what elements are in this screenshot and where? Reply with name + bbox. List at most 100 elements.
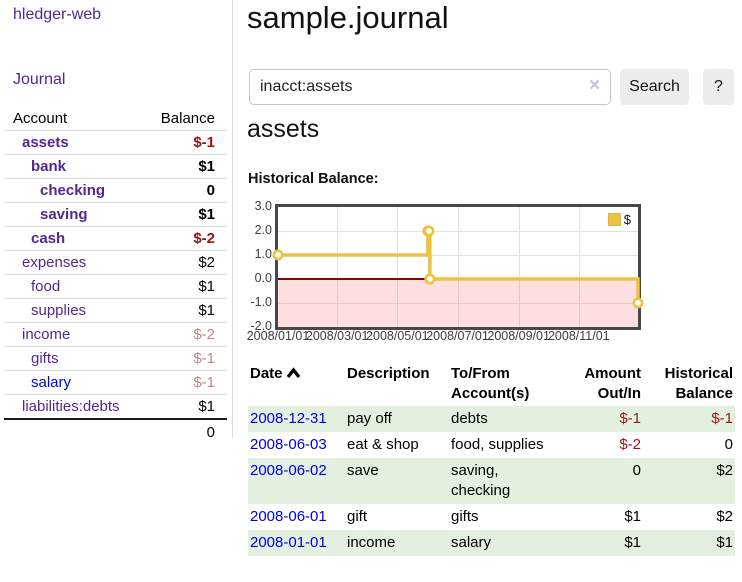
data-point — [272, 249, 284, 261]
account-balance: $-1 — [193, 350, 215, 367]
account-row: income $-2 — [4, 322, 227, 346]
search-button[interactable]: Search — [620, 69, 689, 105]
account-row: salary $-1 — [4, 370, 227, 394]
accounts-total-row: 0 — [4, 418, 227, 444]
y-tick-label: 1.0 — [254, 247, 272, 261]
register-row: 2008-06-03 eat & shop food, supplies $-2 0 — [248, 432, 735, 458]
account-row: gifts $-1 — [4, 346, 227, 370]
accounts-table-header: Account Balance — [4, 106, 227, 130]
register-header-date[interactable]: Date — [248, 362, 345, 406]
account-link[interactable]: assets — [22, 134, 69, 151]
register-row: 2008-06-01 gift gifts $1 $2 — [248, 504, 735, 530]
account-balance: $1 — [198, 302, 215, 319]
account-link[interactable]: saving — [40, 206, 88, 223]
account-link[interactable]: income — [22, 326, 71, 343]
clear-search-icon[interactable]: × — [589, 75, 601, 96]
transaction-date-link[interactable]: 2008-06-02 — [250, 462, 327, 479]
register-cell-amount: $1 — [559, 530, 643, 556]
register-header-accounts[interactable]: To/From Account(s) — [451, 365, 530, 402]
register-cell-balance: $1 — [643, 530, 735, 556]
account-link[interactable]: salary — [31, 374, 72, 391]
y-tick-label: -2.0 — [250, 319, 272, 333]
register-cell-description: eat & shop — [347, 436, 419, 453]
register-header-balance[interactable]: Historical Balance — [664, 365, 733, 402]
x-tick-label: 2008/07/01 — [426, 329, 489, 343]
help-button[interactable]: ? — [703, 69, 734, 105]
account-balance: $1 — [198, 278, 215, 295]
account-balance: $-2 — [193, 326, 215, 343]
y-tick-label: 3.0 — [254, 199, 272, 213]
account-column-header: Account — [13, 109, 68, 127]
account-row: saving $1 — [4, 202, 227, 226]
y-tick-label: -1.0 — [250, 295, 272, 309]
gridline — [457, 207, 459, 327]
account-link[interactable]: food — [31, 278, 61, 295]
account-row: bank $1 — [4, 154, 227, 178]
y-tick-label: 2.0 — [254, 223, 272, 237]
gridline — [278, 255, 638, 256]
sidebar-item-journal[interactable]: Journal — [13, 71, 66, 88]
legend-label: $ — [623, 212, 631, 227]
register-cell-date: 2008-12-31 — [248, 406, 345, 432]
account-row: expenses $2 — [4, 250, 227, 274]
chart-plot-area[interactable]: $ — [272, 204, 644, 330]
account-tree: assets $-1 bank $1 checking 0 saving $1 cash $-2 e… — [4, 130, 227, 418]
gridline — [278, 231, 638, 232]
register-cell-accounts: gifts — [451, 508, 479, 525]
register-cell-date: 2008-06-03 — [248, 432, 345, 458]
register-cell-balance: $2 — [716, 508, 733, 525]
data-point — [424, 273, 436, 285]
register-row: 2008-01-01 income salary $1 $1 — [248, 530, 735, 556]
account-link[interactable]: liabilities:debts — [22, 398, 120, 415]
account-row: assets $-1 — [4, 130, 227, 154]
search-input[interactable] — [249, 69, 611, 105]
account-balance: $1 — [198, 398, 215, 415]
register-cell-accounts: saving, checking — [449, 458, 559, 504]
account-link[interactable]: gifts — [31, 350, 59, 367]
account-balance: $-2 — [193, 230, 215, 247]
register-row: 2008-06-02 save saving, checking 0 $2 — [248, 458, 735, 504]
page-title: sample.journal — [247, 0, 449, 35]
register-body: 2008-12-31 pay off debts $-1 $-1 2008-06-03 ea… — [248, 406, 735, 556]
account-link[interactable]: supplies — [31, 302, 87, 319]
gridline — [578, 207, 580, 327]
account-link[interactable]: cash — [31, 230, 66, 247]
register-cell-date: 2008-06-02 — [248, 458, 345, 504]
register-cell-amount: $-2 — [619, 436, 641, 453]
gridline — [397, 207, 399, 327]
y-tick-label: 0.0 — [254, 271, 272, 285]
register-header-description[interactable]: Description — [347, 365, 430, 382]
register-header-amount[interactable]: Amount Out/In — [584, 365, 641, 402]
register-cell-accounts: salary — [449, 530, 559, 556]
account-link[interactable]: checking — [40, 182, 106, 199]
register-cell-balance: $-1 — [643, 406, 735, 432]
register-cell-date: 2008-01-01 — [248, 530, 345, 556]
accounts-total-value: 0 — [206, 423, 215, 441]
account-balance: $-1 — [193, 134, 215, 151]
account-balance: $2 — [198, 254, 215, 271]
transaction-date-link[interactable]: 2008-06-01 — [250, 508, 327, 525]
account-link[interactable]: expenses — [22, 254, 87, 271]
account-row: liabilities:debts $1 — [4, 394, 227, 418]
legend-swatch — [607, 213, 621, 226]
transaction-date-link[interactable]: 2008-06-03 — [250, 436, 327, 453]
account-link[interactable]: bank — [31, 158, 67, 175]
register-cell-description: save — [345, 458, 449, 504]
register-table: Date Description To/From Account(s) Amou… — [248, 362, 735, 556]
transaction-date-link[interactable]: 2008-12-31 — [250, 410, 327, 427]
app-brand-link[interactable]: hledger-web — [13, 6, 102, 23]
x-tick-label: 2008/01/01 — [246, 329, 310, 343]
gridline — [518, 207, 520, 327]
register-cell-amount: $1 — [624, 508, 641, 525]
register-cell-date: 2008-06-01 — [248, 504, 345, 530]
gridline — [278, 303, 638, 304]
chart-legend: $ — [605, 211, 633, 228]
x-tick-label: 2008/11/01 — [547, 329, 610, 343]
x-tick-label: 2008/05/01 — [366, 329, 429, 343]
register-header-row: Date Description To/From Account(s) Amou… — [248, 362, 735, 406]
accounts-table: Account Balance assets $-1 bank $1 checking 0… — [4, 106, 227, 444]
negative-region — [278, 279, 638, 327]
transaction-date-link[interactable]: 2008-01-01 — [250, 534, 327, 551]
account-balance: $-1 — [193, 374, 215, 391]
